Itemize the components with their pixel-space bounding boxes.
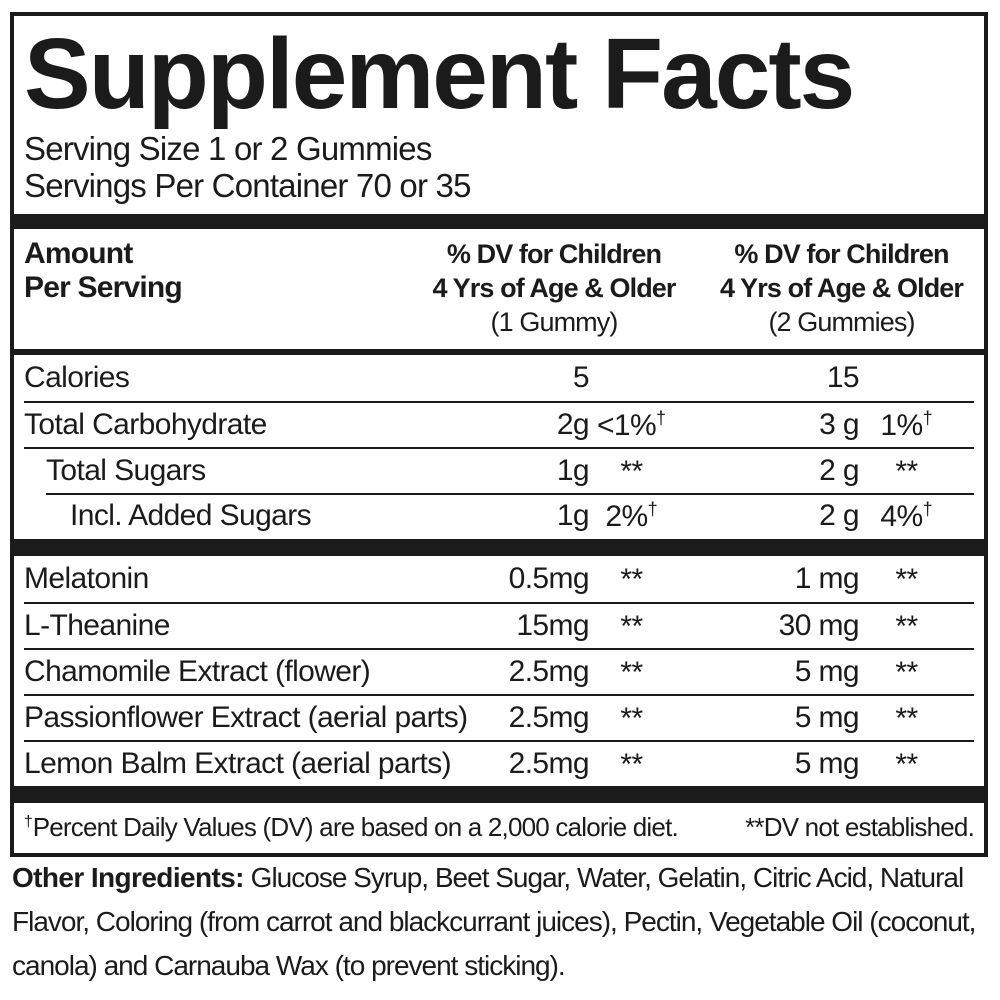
- dv-col1: **: [620, 562, 643, 596]
- amount-col2: 2 g: [819, 454, 860, 487]
- ingredient-name: Lemon Balm Extract (aerial parts): [24, 747, 452, 780]
- amount-col1: 15mg: [516, 609, 589, 642]
- nutrient-rows-top: Calories 5 15 Total Carbohydrate 2g <1%†…: [24, 355, 974, 539]
- table-row: Melatonin 0.5mg ** 1 mg **: [24, 556, 974, 602]
- amount-col2: 15: [826, 361, 860, 394]
- dv2-header-line2: 4 Yrs of Age & Older: [719, 273, 964, 303]
- table-row: Lemon Balm Extract (aerial parts) 2.5mg …: [24, 740, 974, 786]
- table-row: Chamomile Extract (flower) 2.5mg ** 5 mg…: [24, 648, 974, 694]
- table-row: Total Sugars 1g ** 2 g **: [24, 447, 974, 493]
- dv-col1: **: [620, 655, 643, 689]
- dv-col1: 2%†: [605, 498, 658, 533]
- amount-col1: 2.5mg: [508, 655, 590, 688]
- table-row: Passionflower Extract (aerial parts) 2.5…: [24, 694, 974, 740]
- amount-col2: 2 g: [819, 499, 860, 532]
- dv-col2: **: [895, 701, 918, 735]
- divider-bar: [14, 349, 984, 355]
- amount-header-line1: Amount: [24, 237, 133, 270]
- divider-bar: [14, 786, 984, 803]
- amount-col1: 5: [572, 361, 590, 394]
- amount-header-line2: Per Serving: [24, 271, 183, 304]
- dv-column1-header: % DV for Children 4 Yrs of Age & Older (…: [424, 237, 684, 339]
- dagger-symbol: †: [24, 813, 33, 831]
- dv2-header-line1: % DV for Children: [734, 239, 949, 269]
- amount-col2: 3 g: [819, 408, 860, 441]
- footnote-right-text: **DV not established.: [745, 812, 975, 842]
- dv-col2: **: [895, 454, 918, 488]
- amount-col1: 2.5mg: [508, 747, 590, 780]
- table-row: Total Carbohydrate 2g <1%† 3 g 1%†: [24, 401, 974, 447]
- table-row: Calories 5 15: [24, 355, 974, 401]
- dv-col1: **: [620, 747, 643, 781]
- amount-col2: 5 mg: [794, 747, 860, 780]
- panel-title: Supplement Facts: [24, 18, 855, 130]
- amount-col1: 2.5mg: [508, 701, 590, 734]
- footnote-dv-note: †Percent Daily Values (DV) are based on …: [24, 812, 679, 843]
- dv2-header-line3: (2 Gummies): [768, 307, 915, 337]
- other-ingredients-text: Glucose Syrup, Beet Sugar, Water, Gelati…: [12, 862, 976, 981]
- divider-bar: [14, 539, 984, 556]
- divider-bar: [14, 214, 984, 229]
- amount-col2: 5 mg: [794, 655, 860, 688]
- other-ingredients-label: Other Ingredients:: [12, 862, 244, 893]
- dv-col1: <1%†: [596, 407, 667, 442]
- servings-per-container-line: Servings Per Container 70 or 35: [24, 167, 471, 204]
- footnote: †Percent Daily Values (DV) are based on …: [24, 803, 975, 849]
- ingredient-name: Passionflower Extract (aerial parts): [24, 701, 468, 734]
- ingredient-name: Melatonin: [24, 562, 149, 595]
- ingredient-name: Total Sugars: [46, 454, 206, 487]
- amount-per-serving-header: Amount Per Serving: [24, 237, 424, 305]
- dv-col2: **: [895, 747, 918, 781]
- supplement-facts-panel: Supplement Facts Serving Size 1 or 2 Gum…: [10, 12, 988, 857]
- amount-col2: 1 mg: [794, 562, 860, 595]
- amount-col2: 5 mg: [794, 701, 860, 734]
- amount-col1: 0.5mg: [508, 562, 590, 595]
- dv1-header-line1: % DV for Children: [446, 239, 662, 269]
- amount-col1: 1g: [556, 454, 590, 487]
- dv-col1: **: [620, 454, 643, 488]
- dv-col2: **: [895, 655, 918, 689]
- ingredient-name: Chamomile Extract (flower): [24, 655, 371, 688]
- serving-size-line: Serving Size 1 or 2 Gummies: [24, 130, 432, 167]
- footnote-left-text: Percent Daily Values (DV) are based on a…: [32, 812, 679, 842]
- dv-col2: 4%†: [880, 498, 933, 533]
- dv-col1: **: [620, 701, 643, 735]
- ingredient-name: L-Theanine: [24, 609, 170, 642]
- amount-col2: 30 mg: [778, 609, 860, 642]
- dv-col2: 1%†: [880, 407, 933, 442]
- amount-col1: 2g: [556, 408, 590, 441]
- table-header-row: Amount Per Serving % DV for Children 4 Y…: [24, 229, 974, 349]
- ingredient-name: Incl. Added Sugars: [70, 499, 312, 532]
- ingredient-name: Total Carbohydrate: [24, 408, 267, 441]
- table-row: L-Theanine 15mg ** 30 mg **: [24, 602, 974, 648]
- dv-column2-header: % DV for Children 4 Yrs of Age & Older (…: [709, 237, 974, 339]
- nutrient-rows-bottom: Melatonin 0.5mg ** 1 mg ** L-Theanine 15…: [24, 556, 974, 786]
- serving-info: Serving Size 1 or 2 Gummies Servings Per…: [24, 130, 974, 204]
- ingredient-name: Calories: [24, 361, 130, 394]
- table-row: Incl. Added Sugars 1g 2%† 2 g 4%†: [24, 493, 974, 539]
- dv-col2: **: [895, 609, 918, 643]
- dv-col2: **: [895, 562, 918, 596]
- dv-col1: **: [620, 609, 643, 643]
- dv1-header-line3: (1 Gummy): [490, 307, 619, 337]
- other-ingredients: Other Ingredients: Glucose Syrup, Beet S…: [12, 856, 992, 988]
- amount-col1: 1g: [556, 499, 590, 532]
- dv1-header-line2: 4 Yrs of Age & Older: [432, 273, 676, 303]
